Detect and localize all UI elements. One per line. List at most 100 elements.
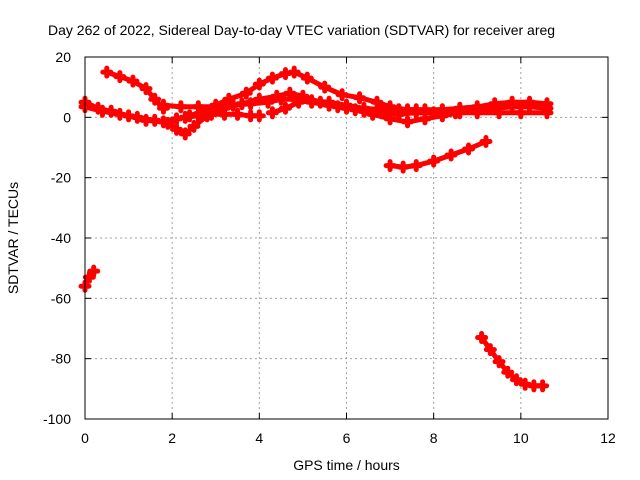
x-tick-label: 10 [513,430,529,446]
data-point [178,127,192,141]
data-point [409,103,423,117]
data-point [239,86,253,100]
data-point [265,106,279,120]
data-point [322,95,336,109]
data-point [318,80,332,94]
data-point [492,355,506,369]
series-arc-5 [178,107,266,124]
data-point [82,270,96,284]
y-tick-label: -100 [43,411,71,427]
series-arc-6 [265,94,423,120]
data-point [305,94,319,108]
data-point [383,159,397,173]
data-point [335,88,349,102]
data-point [353,91,367,105]
data-point [231,107,245,121]
data-point [514,106,528,120]
x-axis-label: GPS time / hours [293,457,400,473]
data-point [274,92,288,106]
data-point [161,116,175,130]
data-point [427,154,441,168]
data-point [401,115,415,129]
data-point [475,331,489,345]
x-tick-label: 2 [168,430,176,446]
data-point [156,98,170,112]
y-tick-label: -20 [51,170,71,186]
data-point [509,373,523,387]
y-tick-label: -80 [51,351,71,367]
data-point [505,100,519,114]
data-point [479,134,493,148]
data-point [148,113,162,127]
data-point [540,106,554,120]
chart-title: Day 262 of 2022, Sidereal Day-to-day VTE… [48,22,555,38]
data-point [536,379,550,393]
data-point [278,67,292,81]
series-line [160,96,550,117]
data-point [392,103,406,117]
data-point [427,106,441,120]
data-point [418,112,432,126]
data-series [78,65,554,393]
data-point [252,109,266,123]
y-tick-label: -60 [51,290,71,306]
data-point [204,107,218,121]
data-point [87,264,101,278]
data-point [278,101,292,115]
data-point [374,103,388,117]
x-tick-label: 8 [430,430,438,446]
x-tick-label: 6 [343,430,351,446]
data-point [357,101,371,115]
y-tick-label: 20 [55,49,71,65]
data-point [170,112,184,126]
data-point [483,343,497,357]
data-point [170,122,184,136]
data-point [448,106,462,120]
data-point [191,109,205,123]
data-point [283,86,297,100]
data-point [226,98,240,112]
series-arc-3 [100,65,170,115]
data-point [209,100,223,114]
data-point [470,106,484,120]
data-point [340,98,353,112]
data-point [265,71,279,85]
series-arc-7 [383,134,493,174]
data-point [178,110,192,124]
data-point [492,106,506,120]
data-point [244,97,258,111]
y-axis-label: SDTVAR / TECUs [5,182,21,294]
data-point [130,110,144,124]
data-point [383,112,397,126]
data-point [100,65,114,79]
x-tick-label: 4 [255,430,263,446]
data-point [95,104,109,118]
plot-frame [84,56,609,420]
data-point [187,119,201,133]
x-tick-labels: 0 2 4 6 8 10 12 [81,430,616,446]
data-point [518,377,532,391]
data-point [523,100,537,114]
data-point [174,100,188,114]
data-point [300,71,314,85]
data-point [444,148,458,162]
data-point [409,159,423,173]
data-point [261,95,275,109]
data-point [113,107,127,121]
data-point [252,77,266,91]
data-point [139,82,153,96]
data-point [501,365,515,379]
data-point [292,95,306,109]
data-point [222,92,236,106]
data-point [287,65,301,79]
x-tick-label: 12 [600,430,616,446]
y-tick-label: -40 [51,230,71,246]
data-point [113,70,127,84]
y-tick-labels: -100 -80 -60 -40 -20 0 20 [43,49,71,427]
data-point [370,95,384,109]
series-arc-8 [78,264,101,293]
data-point [462,142,476,156]
data-point [148,92,162,106]
data-point [126,74,140,88]
